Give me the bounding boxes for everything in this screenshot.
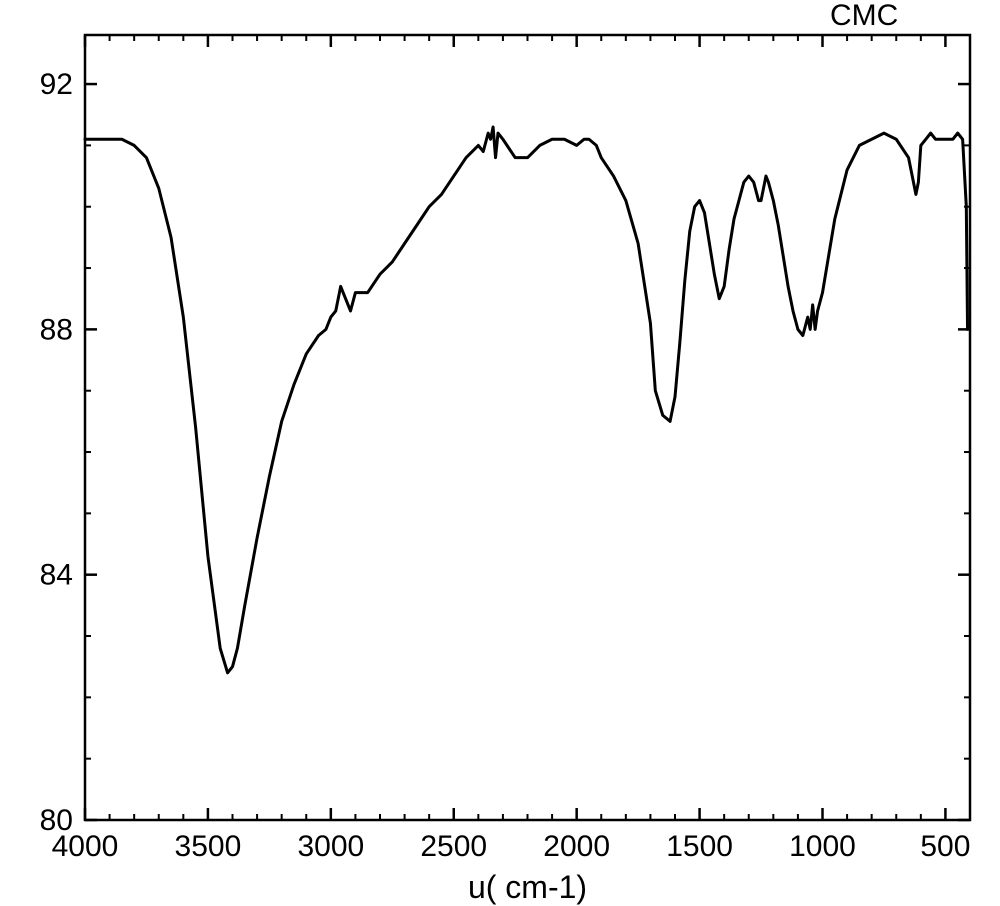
x-tick-label: 1500: [666, 830, 733, 863]
x-tick-label: 1000: [789, 830, 856, 863]
x-tick-label: 3500: [175, 830, 242, 863]
spectrum-line: [85, 127, 968, 673]
y-tick-label: 80: [40, 804, 73, 837]
chart-container: 400035003000250020001500100050080848892C…: [0, 0, 1000, 906]
x-axis-label: u( cm-1): [468, 869, 587, 905]
plot-frame: [85, 35, 970, 820]
chart-title: CMC: [830, 0, 898, 32]
y-tick-label: 92: [40, 68, 73, 101]
ir-spectrum-chart: 400035003000250020001500100050080848892C…: [0, 0, 1000, 906]
y-tick-label: 84: [40, 559, 73, 592]
x-tick-label: 2000: [543, 830, 610, 863]
x-tick-label: 500: [920, 830, 970, 863]
x-tick-label: 3000: [297, 830, 364, 863]
x-tick-label: 2500: [420, 830, 487, 863]
y-tick-label: 88: [40, 313, 73, 346]
